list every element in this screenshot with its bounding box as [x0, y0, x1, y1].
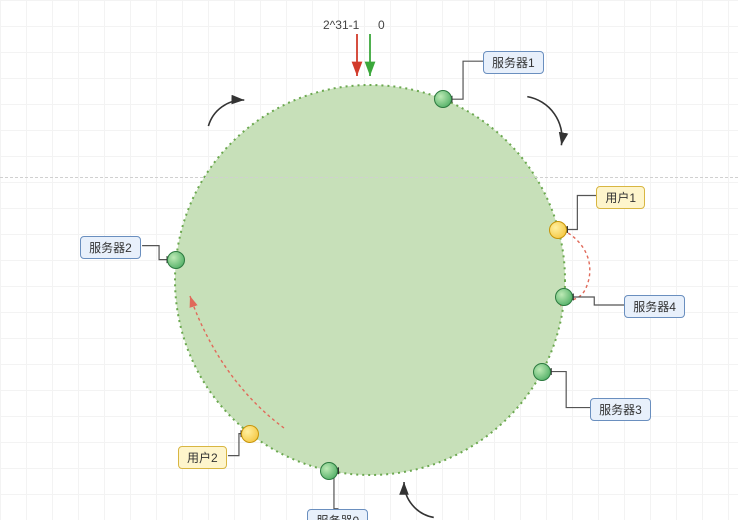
horizontal-guide — [0, 177, 738, 178]
server1-label: 服务器1 — [483, 51, 544, 74]
server3-label: 服务器3 — [590, 398, 651, 421]
user2-node — [241, 425, 259, 443]
user1-label: 用户1 — [596, 186, 645, 209]
diagram-svg — [0, 0, 738, 520]
server3-node — [533, 363, 551, 381]
server1-node — [434, 90, 452, 108]
server4-node — [555, 288, 573, 306]
user1-node — [549, 221, 567, 239]
server2-node — [167, 251, 185, 269]
server0-label: 服务器0 — [307, 509, 368, 520]
server4-label: 服务器4 — [624, 295, 685, 318]
user2-label: 用户2 — [178, 446, 227, 469]
server2-label: 服务器2 — [80, 236, 141, 259]
ring-zero-label: 0 — [378, 18, 385, 32]
server0-node — [320, 462, 338, 480]
ring-max-label: 2^31-1 — [323, 18, 359, 32]
